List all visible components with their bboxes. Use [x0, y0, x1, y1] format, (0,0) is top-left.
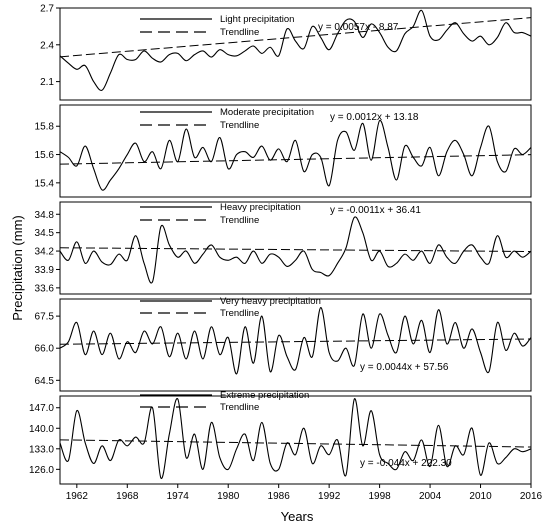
trend-equation: y = 0.0057x - 8.87 — [318, 22, 399, 33]
panel-3: 33.6 33.9 34.2 34.5 34.8 Heavy precipitation T… — [35, 201, 532, 295]
y-tick-label: 34.2 — [35, 247, 55, 258]
y-tick-label: 2.7 — [40, 4, 54, 15]
series-line — [59, 120, 532, 191]
x-tick-label: 1974 — [167, 491, 190, 502]
legend-trend-label: Trendline — [220, 308, 259, 319]
x-tick-label: 1992 — [318, 491, 341, 502]
y-axis-label: Precipitation (mm) — [10, 215, 25, 320]
y-tick-label: 140.0 — [29, 424, 54, 435]
panel-2: 15.4 15.6 15.8 Moderate precipitation Trendl… — [35, 104, 532, 198]
y-tick-label: 33.9 — [35, 265, 55, 276]
panels-group: 2.1 2.4 2.7 Light precipitation Trendline y =… — [29, 4, 532, 485]
y-tick-label: 15.8 — [35, 122, 55, 133]
legend-trend-label: Trendline — [220, 27, 259, 38]
x-axis-label: Years — [281, 509, 314, 524]
trendline — [59, 247, 532, 253]
x-tick-label: 2010 — [469, 491, 492, 502]
x-tick-label: 1962 — [66, 491, 89, 502]
y-tick-label: 34.8 — [35, 210, 55, 221]
y-tick-label: 64.5 — [35, 376, 55, 387]
trendline — [59, 338, 532, 345]
panel-5: 126.0 133.0 140.0 147.0 Extreme precipitatio… — [29, 390, 532, 485]
y-tick-label: 15.4 — [35, 178, 55, 189]
legend-series-label: Very heavy precipitation — [220, 296, 321, 307]
panel-1: 2.1 2.4 2.7 Light precipitation Trendline y =… — [40, 4, 532, 101]
legend-series-label: Moderate precipitation — [220, 107, 314, 118]
y-tick-label: 33.6 — [35, 283, 55, 294]
trend-equation: y = -0.0011x + 36.41 — [330, 205, 421, 216]
trendline — [59, 154, 532, 165]
trendline — [59, 17, 532, 58]
x-tick-label: 1998 — [368, 491, 391, 502]
legend-series-label: Heavy precipitation — [220, 202, 301, 213]
legend-series-label: Extreme precipitation — [220, 390, 309, 401]
panel-frame — [59, 7, 532, 101]
panel-frame — [59, 298, 532, 392]
trend-equation: y = -0.044x + 222.30 — [360, 458, 452, 469]
y-tick-label: 66.0 — [35, 344, 55, 355]
panel-frame — [59, 104, 532, 198]
legend-trend-label: Trendline — [220, 120, 259, 131]
series-line — [59, 216, 532, 284]
y-tick-label: 133.0 — [29, 444, 54, 455]
legend-trend-label: Trendline — [220, 402, 259, 413]
y-tick-label: 126.0 — [29, 465, 54, 476]
x-tick-label: 2016 — [520, 491, 543, 502]
x-tick-label: 1968 — [116, 491, 139, 502]
trend-equation: y = 0.0044x + 57.56 — [360, 362, 449, 373]
x-axis: 1962 1968 1974 1980 1986 1992 1998 2004 2010 2016 — [66, 484, 543, 502]
trend-equation: y = 0.0012x + 13.18 — [330, 112, 419, 123]
y-tick-label: 2.1 — [40, 77, 54, 88]
y-tick-label: 67.5 — [35, 312, 55, 323]
series-line — [59, 307, 532, 375]
panel-frame — [59, 395, 532, 485]
trendline — [59, 439, 532, 448]
y-tick-label: 34.5 — [35, 228, 55, 239]
series-line — [59, 398, 532, 479]
x-tick-label: 1980 — [217, 491, 240, 502]
legend-trend-label: Trendline — [220, 215, 259, 226]
y-tick-label: 15.6 — [35, 150, 55, 161]
panel-4: 64.5 66.0 67.5 Very heavy precipitationTren… — [35, 296, 532, 392]
x-tick-label: 2004 — [419, 491, 442, 502]
legend-series-label: Light precipitation — [220, 14, 294, 25]
series-line — [59, 9, 532, 91]
x-tick-label: 1986 — [268, 491, 291, 502]
y-tick-label: 147.0 — [29, 403, 54, 414]
y-tick-label: 2.4 — [40, 40, 54, 51]
